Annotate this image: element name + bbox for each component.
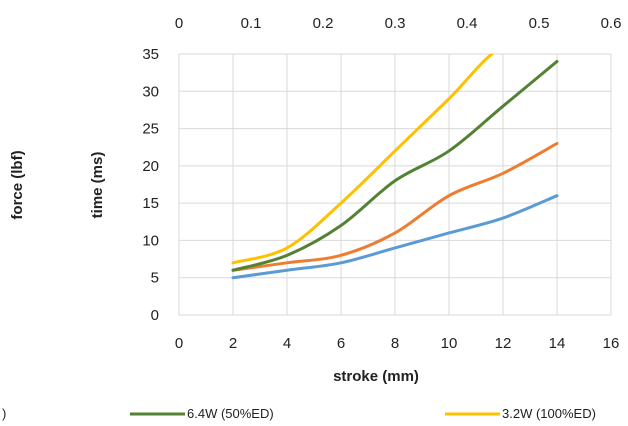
y-axis-title: time (ms) xyxy=(89,152,106,219)
y-tick-label-5: 25 xyxy=(142,121,159,138)
y-tick-label-1: 5 xyxy=(151,270,159,287)
secondary-x-tick-label-2: 0.2 xyxy=(313,15,334,32)
x-tick-label-3: 6 xyxy=(337,335,345,352)
series-line-3 xyxy=(231,59,559,272)
y-tick-label-7: 35 xyxy=(142,46,159,63)
secondary-x-tick-label-5: 0.5 xyxy=(529,15,550,32)
secondary-x-tick-label-6: 0.6 xyxy=(601,15,622,32)
legend-label-series-4: 3.2W (100%ED) xyxy=(502,406,596,421)
y-tick-label-2: 10 xyxy=(142,232,159,249)
x-tick-labels: 0 2 4 6 8 10 12 14 16 xyxy=(175,335,620,352)
x-tick-label-7: 14 xyxy=(549,335,566,352)
legend: ) 6.4W (50%ED) 3.2W (100%ED) xyxy=(2,406,596,421)
legend-label-series-2: ) xyxy=(2,406,6,421)
legend-label-series-3: 6.4W (50%ED) xyxy=(187,406,274,421)
y-tick-label-3: 15 xyxy=(142,195,159,212)
secondary-x-tick-label-1: 0.1 xyxy=(241,15,262,32)
secondary-x-tick-label-0: 0 xyxy=(175,15,183,32)
y-tick-label-4: 20 xyxy=(142,158,159,175)
series-line-2 xyxy=(231,141,559,272)
series-lines xyxy=(231,54,559,280)
secondary-x-tick-label-4: 0.4 xyxy=(457,15,478,32)
series-line-1 xyxy=(231,194,559,280)
x-tick-label-6: 12 xyxy=(495,335,512,352)
x-tick-label-2: 4 xyxy=(283,335,291,352)
x-tick-label-5: 10 xyxy=(441,335,458,352)
y-tick-labels: 0 5 10 15 20 25 30 35 xyxy=(142,46,159,324)
secondary-x-tick-labels: 0 0.1 0.2 0.3 0.4 0.5 0.6 xyxy=(175,15,622,32)
x-tick-label-8: 16 xyxy=(603,335,620,352)
x-tick-label-0: 0 xyxy=(175,335,183,352)
secondary-x-tick-label-3: 0.3 xyxy=(385,15,406,32)
series-line-4 xyxy=(231,54,495,265)
x-tick-label-4: 8 xyxy=(391,335,399,352)
secondary-y-axis-title: force (lbf) xyxy=(9,150,26,219)
y-tick-label-0: 0 xyxy=(151,307,159,324)
x-axis-title: stroke (mm) xyxy=(333,368,419,385)
y-tick-label-6: 30 xyxy=(142,83,159,100)
x-tick-label-1: 2 xyxy=(229,335,237,352)
